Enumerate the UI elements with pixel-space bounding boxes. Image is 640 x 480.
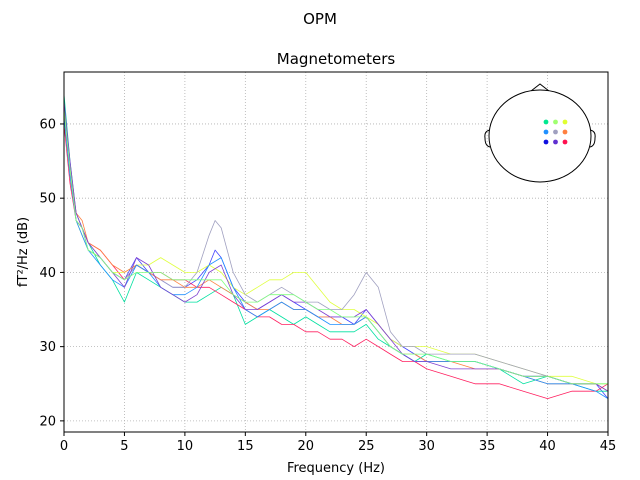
- y-tick-label: 60: [39, 117, 56, 132]
- sensor-dot-1: [543, 119, 549, 125]
- series-line-9: [63, 109, 608, 385]
- sensor-dot-4: [543, 129, 549, 135]
- head-outline: [488, 89, 592, 183]
- y-tick-label: 50: [39, 192, 56, 207]
- x-tick-label: 20: [298, 439, 315, 454]
- x-tick-label: 5: [120, 439, 128, 454]
- sensor-dots: [543, 119, 568, 145]
- y-tick-label: 30: [39, 340, 56, 355]
- x-tick-label: 30: [418, 439, 435, 454]
- sensor-dot-8: [553, 139, 558, 145]
- sensor-dot-9: [562, 139, 568, 145]
- sensor-layout-inset: [484, 83, 596, 183]
- y-axis: 20 30 40 50 60: [39, 117, 64, 429]
- x-tick-label: 25: [358, 439, 375, 454]
- sensor-dot-5: [553, 129, 558, 135]
- sensor-dot-3: [562, 119, 568, 125]
- head-left-ear: [484, 129, 491, 148]
- series-line-3: [63, 123, 609, 400]
- x-axis: 0 5 10 15 20 25 30 35 40 45: [60, 432, 616, 454]
- x-tick-label: 40: [539, 439, 556, 454]
- x-tick-label: 10: [177, 439, 194, 454]
- x-tick-label: 0: [60, 439, 68, 454]
- sensor-dot-6: [562, 129, 568, 135]
- plot-frame: [63, 71, 609, 433]
- figure-suptitle: OPM: [303, 10, 337, 28]
- head-nose: [530, 83, 550, 92]
- sensor-dot-7: [543, 139, 549, 145]
- x-tick-label: 35: [479, 439, 496, 454]
- x-axis-label: Frequency (Hz): [287, 461, 385, 476]
- y-tick-label: 40: [39, 266, 56, 281]
- x-tick-label: 15: [237, 439, 254, 454]
- series-lines: [63, 94, 609, 400]
- y-tick-label: 20: [39, 414, 56, 429]
- chart-title: Magnetometers: [277, 50, 396, 68]
- x-tick-label: 45: [600, 439, 617, 454]
- sensor-dot-2: [553, 119, 558, 125]
- head-right-ear: [589, 129, 596, 148]
- y-axis-label: fT²/Hz (dB): [16, 217, 31, 287]
